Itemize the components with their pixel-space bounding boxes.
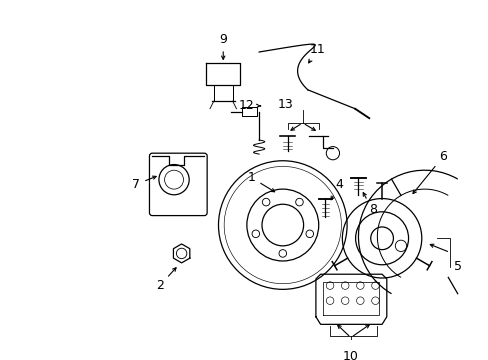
- Text: 1: 1: [247, 171, 274, 192]
- Text: 10: 10: [342, 350, 358, 360]
- Text: 5: 5: [453, 260, 461, 273]
- Text: 6: 6: [412, 149, 447, 194]
- Text: 11: 11: [308, 43, 325, 63]
- Text: 13: 13: [277, 98, 293, 111]
- Text: 8: 8: [363, 193, 376, 216]
- Text: 2: 2: [156, 268, 176, 292]
- Text: 4: 4: [330, 178, 343, 200]
- Text: 9: 9: [219, 33, 227, 59]
- Text: 7: 7: [132, 176, 156, 191]
- Text: 12: 12: [239, 99, 260, 112]
